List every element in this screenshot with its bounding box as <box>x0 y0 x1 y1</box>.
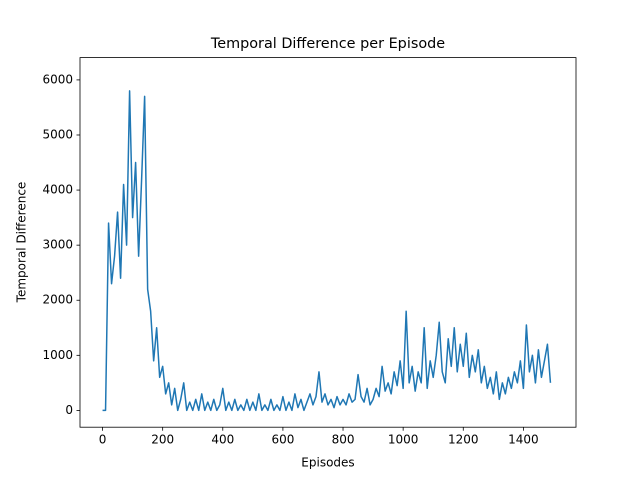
y-tick-label: 1000 <box>42 348 73 362</box>
y-tick-label: 6000 <box>42 72 73 86</box>
x-tick-label: 1200 <box>448 433 479 447</box>
y-tick-label: 0 <box>65 403 73 417</box>
x-tick-label: 1000 <box>388 433 419 447</box>
plot-frame <box>79 57 577 428</box>
y-tick-label: 3000 <box>42 238 73 252</box>
x-tick-label: 400 <box>211 433 234 447</box>
x-tick-label: 200 <box>151 433 174 447</box>
x-axis-label: Episodes <box>301 456 354 470</box>
data-line <box>102 90 552 412</box>
y-tick-label: 2000 <box>42 293 73 307</box>
x-tick-label: 0 <box>99 433 107 447</box>
x-tick-label: 600 <box>271 433 294 447</box>
x-tick-label: 1400 <box>508 433 539 447</box>
y-tick-label: 4000 <box>42 183 73 197</box>
chart-title: Temporal Difference per Episode <box>210 36 445 52</box>
x-tick-label: 800 <box>332 433 355 447</box>
y-tick-label: 5000 <box>42 127 73 141</box>
y-axis-label: Temporal Difference <box>15 182 29 304</box>
